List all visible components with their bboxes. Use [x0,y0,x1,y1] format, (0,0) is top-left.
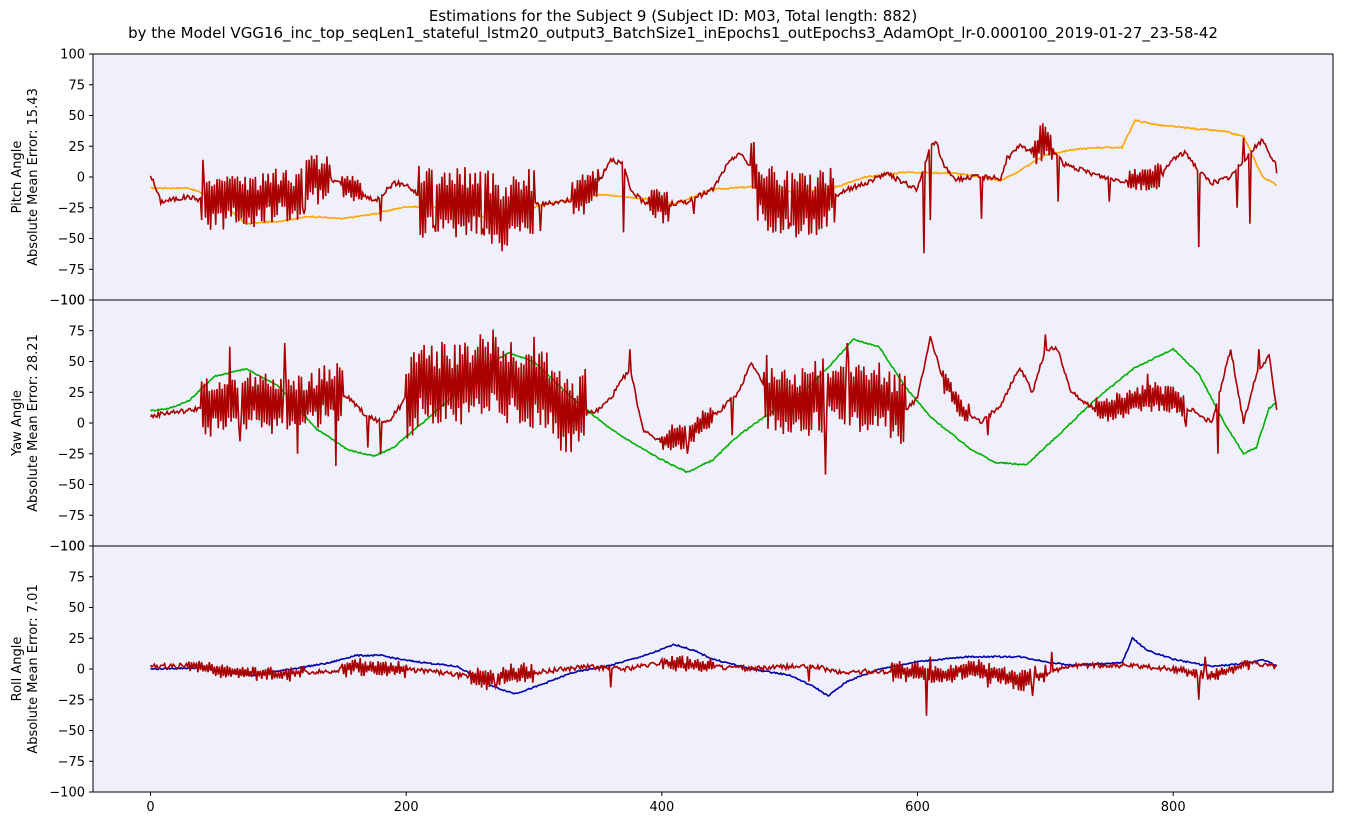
y-tick-label: −50 [58,724,85,739]
x-tick-label: 800 [1161,800,1186,815]
y-tick-label: 0 [77,663,85,678]
x-tick-label: 0 [146,800,154,815]
y-tick-label: −25 [58,693,85,708]
y-tick-label: −50 [58,232,85,247]
series-estimation-line [149,651,1278,716]
x-tick-label: 600 [905,800,930,815]
y-axis-label-error: Absolute Mean Error: 7.01 [26,584,41,753]
x-tick-label: 200 [394,800,419,815]
y-axis-label: Roll Angle [10,637,25,702]
y-tick-label: −25 [58,447,85,462]
y-tick-label: 50 [68,355,85,370]
y-tick-label: −25 [58,201,85,216]
y-tick-label: −75 [58,263,85,278]
y-tick-label: 0 [77,171,85,186]
y-tick-label: 75 [68,570,85,585]
y-axis-label: Yaw Angle [10,390,25,457]
y-axis-label-error: Absolute Mean Error: 15.43 [26,88,41,266]
series-ground-truth-line [150,636,1278,697]
x-tick-label: 400 [649,800,674,815]
y-tick-label: 100 [60,48,85,63]
y-tick-label: −75 [58,509,85,524]
chart-title-line2: by the Model VGG16_inc_top_seqLen1_state… [128,24,1218,42]
y-axis-label-error: Absolute Mean Error: 28.21 [26,334,41,512]
y-tick-label: 25 [68,632,85,647]
series-estimation-line [149,329,1278,475]
chart-title-line1: Estimations for the Subject 9 (Subject I… [428,7,918,25]
y-tick-label: −75 [58,755,85,770]
y-tick-label: 75 [68,324,85,339]
y-tick-label: −100 [49,786,85,801]
y-tick-label: 25 [68,386,85,401]
y-tick-label: −50 [58,478,85,493]
y-tick-label: 75 [68,78,85,93]
panel-background [93,546,1333,792]
y-tick-label: −100 [49,540,85,555]
y-tick-label: 50 [68,109,85,124]
y-tick-label: 25 [68,140,85,155]
panel-background [93,300,1333,546]
y-axis-label: Pitch Angle [10,141,25,214]
y-tick-label: 100 [60,540,85,555]
y-tick-label: 100 [60,294,85,309]
series-estimation-line [149,123,1278,254]
y-tick-label: 0 [77,417,85,432]
y-tick-label: −100 [49,294,85,309]
y-tick-label: 50 [68,601,85,616]
